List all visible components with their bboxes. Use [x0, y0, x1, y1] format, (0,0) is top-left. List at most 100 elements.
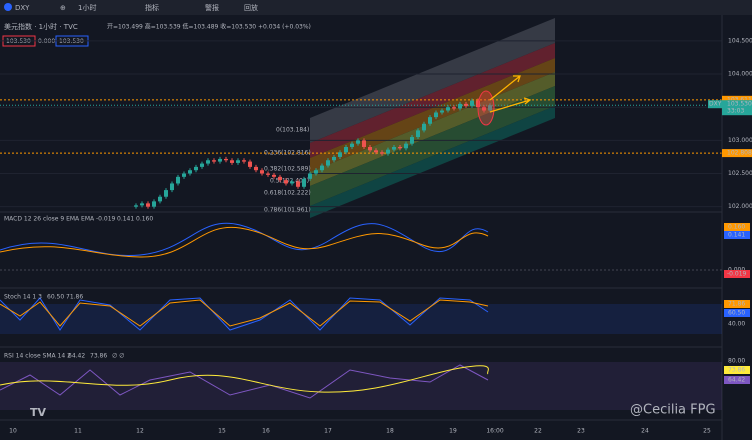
axis-label: 60.50 [728, 310, 745, 317]
candle [242, 160, 246, 162]
candle [446, 107, 450, 111]
fib-label: 0.382(102.589) [264, 166, 311, 173]
candle [260, 170, 264, 174]
fib-label: 0.5(102.405) [270, 178, 309, 185]
candle [200, 163, 204, 167]
candle [338, 152, 342, 157]
candle [320, 165, 324, 171]
replay[interactable]: 回放 [244, 3, 258, 12]
candle [422, 123, 426, 131]
candle [146, 203, 150, 207]
rsi-band [0, 362, 722, 410]
candle [314, 170, 318, 174]
watermark: @Cecilia FPG [630, 403, 716, 418]
axis-badge [724, 270, 750, 278]
rsi-value: ∅ ∅ [112, 353, 124, 360]
candle [368, 146, 372, 151]
fib-label: 0.236(102.816) [264, 150, 311, 157]
axis-badge [724, 231, 750, 239]
candle [452, 107, 456, 109]
level-badge [722, 95, 752, 104]
countdown: 33:03 [727, 108, 744, 115]
stoch-k [0, 297, 489, 331]
candle [470, 100, 474, 106]
candle [212, 160, 216, 162]
last-price: 103.530 [727, 101, 752, 108]
axis-badge [724, 366, 750, 374]
badge-text: 103.530 [59, 38, 84, 45]
last-badge [708, 100, 722, 109]
symbol[interactable]: DXY [15, 4, 30, 12]
axis-label: 71.86 [728, 301, 745, 308]
axis-label: 40.00 [728, 321, 745, 328]
level-label: 102.808 [727, 150, 752, 157]
axis-badge [724, 300, 750, 308]
stoch-band [0, 304, 722, 334]
candle [134, 205, 138, 207]
last-badge [722, 100, 752, 116]
add-button[interactable]: ⊕ [60, 4, 66, 12]
candle [230, 160, 234, 163]
axis-badge [724, 223, 750, 231]
axis-badge [724, 376, 750, 384]
fib-channel [310, 18, 555, 218]
candle [248, 161, 252, 167]
candle [326, 160, 330, 166]
axis-label: 0.141 [728, 232, 745, 239]
candle [416, 130, 420, 138]
interval[interactable]: 1小时 [78, 3, 96, 12]
toolbar [0, 0, 752, 15]
candle [206, 160, 210, 164]
candle [194, 166, 198, 171]
price-tick: 102.000 [728, 203, 752, 210]
level-badge [722, 149, 752, 158]
fib-label: 0(103.184) [276, 127, 309, 134]
time-tick: 15 [218, 428, 226, 435]
candle [362, 140, 366, 147]
macd-value: 0.141 [117, 216, 134, 223]
candle [308, 173, 312, 179]
macd-label: MACD 12 26 close 9 EMA EMA [4, 216, 95, 223]
rsi-line [0, 364, 489, 399]
rsi-value: 73.86 [90, 353, 107, 360]
price-tick: 104.500 [728, 37, 752, 44]
candle [236, 160, 240, 163]
arrows [489, 75, 532, 113]
candle [398, 146, 402, 149]
stoch-value: 60.50 [47, 294, 64, 301]
axis-badge [724, 309, 750, 317]
time-tick: 24 [641, 428, 649, 435]
axis-label: -0.019 [727, 271, 747, 278]
time-tick: 10 [9, 428, 17, 435]
candle [158, 196, 162, 202]
indicators[interactable]: 指标 [145, 3, 159, 12]
candle [350, 143, 354, 147]
price-tick: 102.500 [728, 170, 752, 177]
axis-label: 80.00 [728, 358, 745, 365]
candle [488, 105, 492, 111]
last-symbol: DXY [709, 101, 722, 108]
candle [464, 103, 468, 106]
candle [182, 173, 186, 177]
alerts[interactable]: 警报 [205, 3, 219, 12]
candle [410, 137, 414, 144]
fib-label: 0.618(102.222) [264, 190, 311, 197]
price-tick: 103.000 [728, 137, 752, 144]
candle [266, 173, 270, 175]
time-tick: 22 [534, 428, 542, 435]
candle [332, 156, 336, 161]
candle [278, 176, 282, 181]
macd-value: -0.019 [96, 216, 116, 223]
candle [434, 112, 438, 118]
macd-value: 0.160 [136, 216, 153, 223]
time-tick: 16:00 [486, 428, 503, 435]
candle [386, 149, 390, 154]
time-tick: 17 [324, 428, 332, 435]
candle [284, 180, 288, 184]
candle [218, 158, 222, 162]
time-tick: 12 [136, 428, 144, 435]
time-tick: 18 [386, 428, 394, 435]
rsi-sma [0, 365, 489, 393]
candle [224, 158, 228, 161]
